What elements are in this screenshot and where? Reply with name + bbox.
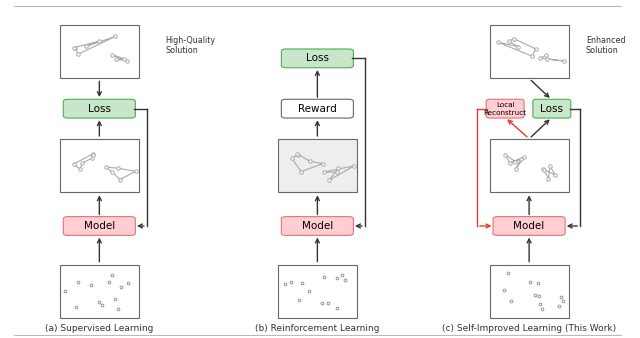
FancyBboxPatch shape bbox=[490, 139, 568, 192]
FancyBboxPatch shape bbox=[63, 217, 136, 235]
Text: Model: Model bbox=[302, 221, 333, 231]
FancyBboxPatch shape bbox=[490, 265, 568, 318]
Text: (a) Supervised Learning: (a) Supervised Learning bbox=[45, 324, 154, 333]
Text: Local: Local bbox=[496, 102, 515, 108]
FancyBboxPatch shape bbox=[282, 217, 353, 235]
Text: Model: Model bbox=[84, 221, 115, 231]
Text: (c) Self-Improved Learning (This Work): (c) Self-Improved Learning (This Work) bbox=[442, 324, 616, 333]
FancyBboxPatch shape bbox=[533, 99, 571, 118]
Text: Reconstruct: Reconstruct bbox=[484, 110, 527, 116]
Text: Loss: Loss bbox=[88, 104, 111, 114]
FancyBboxPatch shape bbox=[60, 265, 139, 318]
Text: Loss: Loss bbox=[306, 53, 329, 64]
Text: High-Quality
Solution: High-Quality Solution bbox=[166, 36, 216, 55]
FancyBboxPatch shape bbox=[493, 217, 565, 235]
Text: Reward: Reward bbox=[298, 104, 337, 114]
FancyBboxPatch shape bbox=[60, 139, 139, 192]
FancyBboxPatch shape bbox=[278, 139, 357, 192]
FancyBboxPatch shape bbox=[486, 99, 524, 118]
Text: Enhanced
Solution: Enhanced Solution bbox=[586, 36, 626, 55]
Text: (b) Reinforcement Learning: (b) Reinforcement Learning bbox=[255, 324, 380, 333]
FancyBboxPatch shape bbox=[490, 25, 568, 78]
FancyBboxPatch shape bbox=[278, 265, 357, 318]
FancyBboxPatch shape bbox=[60, 25, 139, 78]
FancyBboxPatch shape bbox=[282, 49, 353, 68]
FancyBboxPatch shape bbox=[282, 99, 353, 118]
Text: Loss: Loss bbox=[540, 104, 563, 114]
FancyBboxPatch shape bbox=[63, 99, 136, 118]
Text: Model: Model bbox=[513, 221, 545, 231]
